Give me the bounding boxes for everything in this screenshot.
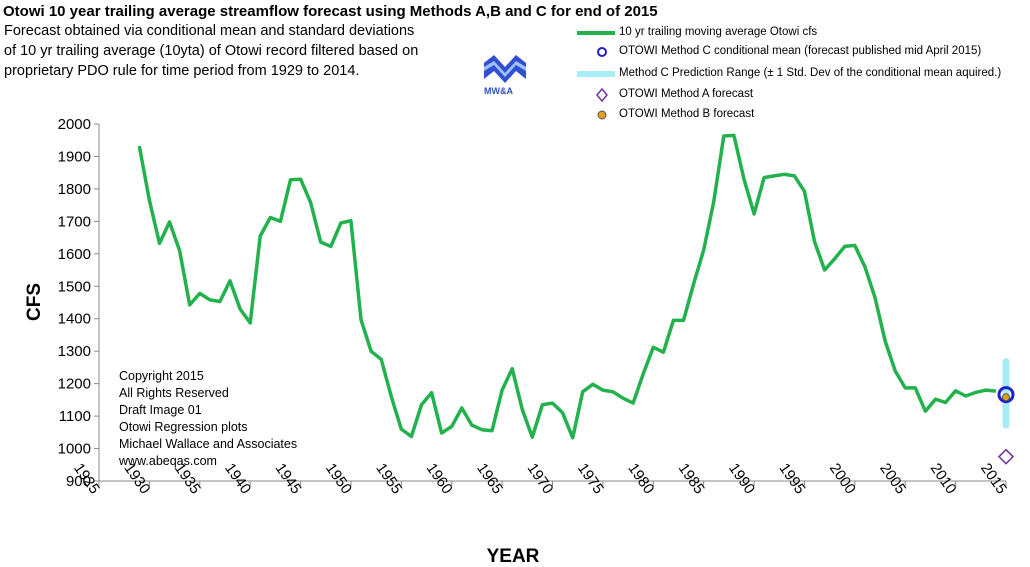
legend-entry-method-a: OTOWI Method A forecast bbox=[619, 88, 754, 100]
y-tick-label: 1600 bbox=[58, 246, 91, 263]
x-tick-label: 2000 bbox=[826, 460, 859, 497]
x-tick-label: 2005 bbox=[876, 460, 909, 497]
y-tick-label: 2000 bbox=[58, 116, 91, 133]
copyright-line: Otowi Regression plots bbox=[119, 420, 248, 434]
x-tick-label: 1980 bbox=[624, 460, 657, 497]
y-tick-label: 1800 bbox=[58, 181, 91, 198]
y-tick-label: 1100 bbox=[59, 408, 91, 425]
x-tick-label: 1975 bbox=[574, 460, 607, 497]
legend-marks bbox=[577, 31, 615, 120]
legend-entry-method-c: OTOWI Method C conditional mean (forecas… bbox=[619, 45, 982, 57]
y-tick-label: 1300 bbox=[58, 343, 91, 360]
copyright-line: www.abeqas.com bbox=[119, 454, 217, 468]
copyright-line: All Rights Reserved bbox=[119, 386, 229, 400]
legend-swatch-method-c bbox=[597, 47, 607, 57]
method-a-marker bbox=[997, 448, 1015, 465]
y-tick-label: 1400 bbox=[58, 311, 91, 328]
y-tick-label: 1000 bbox=[58, 441, 91, 458]
x-axis-label: YEAR bbox=[487, 546, 540, 567]
mwa-logo-icon bbox=[484, 55, 526, 83]
x-tick-label: 1990 bbox=[725, 460, 758, 497]
x-tick-label: 2010 bbox=[927, 460, 960, 497]
copyright-line: Draft Image 01 bbox=[119, 403, 202, 417]
x-tick-label: 1955 bbox=[372, 460, 405, 497]
x-tick-label: 1985 bbox=[675, 460, 708, 497]
subtitle-line: proprietary PDO rule for time period fro… bbox=[4, 63, 360, 79]
legend-entry-method-b: OTOWI Method B forecast bbox=[619, 108, 755, 120]
x-tick-label: 1950 bbox=[322, 460, 355, 497]
x-tick-label: 1995 bbox=[776, 460, 809, 497]
x-tick-label: 1960 bbox=[423, 460, 456, 497]
y-tick-label: 900 bbox=[66, 473, 91, 490]
x-tick-label: 1965 bbox=[473, 460, 506, 497]
chart-title: Otowi 10 year trailing average streamflo… bbox=[3, 3, 658, 20]
series-line bbox=[137, 133, 997, 440]
method-c-marker bbox=[997, 386, 1015, 404]
subtitle-line: Forecast obtained via conditional mean a… bbox=[4, 23, 415, 39]
legend-swatch-method-a bbox=[596, 87, 608, 103]
y-axis-label: CFS bbox=[24, 283, 45, 321]
y-tick-label: 1900 bbox=[58, 148, 91, 165]
legend-entry-prediction-range: Method C Prediction Range (± 1 Std. Dev … bbox=[619, 67, 1002, 79]
subtitle-line: of 10 yr trailing average (10yta) of Oto… bbox=[4, 43, 419, 59]
logo-text: MW&A bbox=[484, 86, 513, 96]
y-tick-label: 1500 bbox=[58, 278, 91, 295]
x-tick-label: 1940 bbox=[221, 460, 254, 497]
series bbox=[137, 133, 997, 440]
y-tick-label: 1200 bbox=[58, 376, 91, 393]
x-tick-label: 1945 bbox=[272, 460, 305, 497]
legend-entry-series: 10 yr trailing moving average Otowi cfs bbox=[619, 26, 818, 38]
y-tick-label: 1700 bbox=[58, 213, 91, 230]
x-tick-label: 2015 bbox=[977, 460, 1010, 497]
copyright-line: Michael Wallace and Associates bbox=[119, 437, 298, 451]
legend-swatch-method-b bbox=[597, 110, 607, 120]
x-tick-label: 1970 bbox=[524, 460, 557, 497]
forecast-markers bbox=[997, 386, 1015, 465]
copyright-line: Copyright 2015 bbox=[119, 369, 204, 383]
method-b-marker bbox=[1002, 393, 1010, 402]
